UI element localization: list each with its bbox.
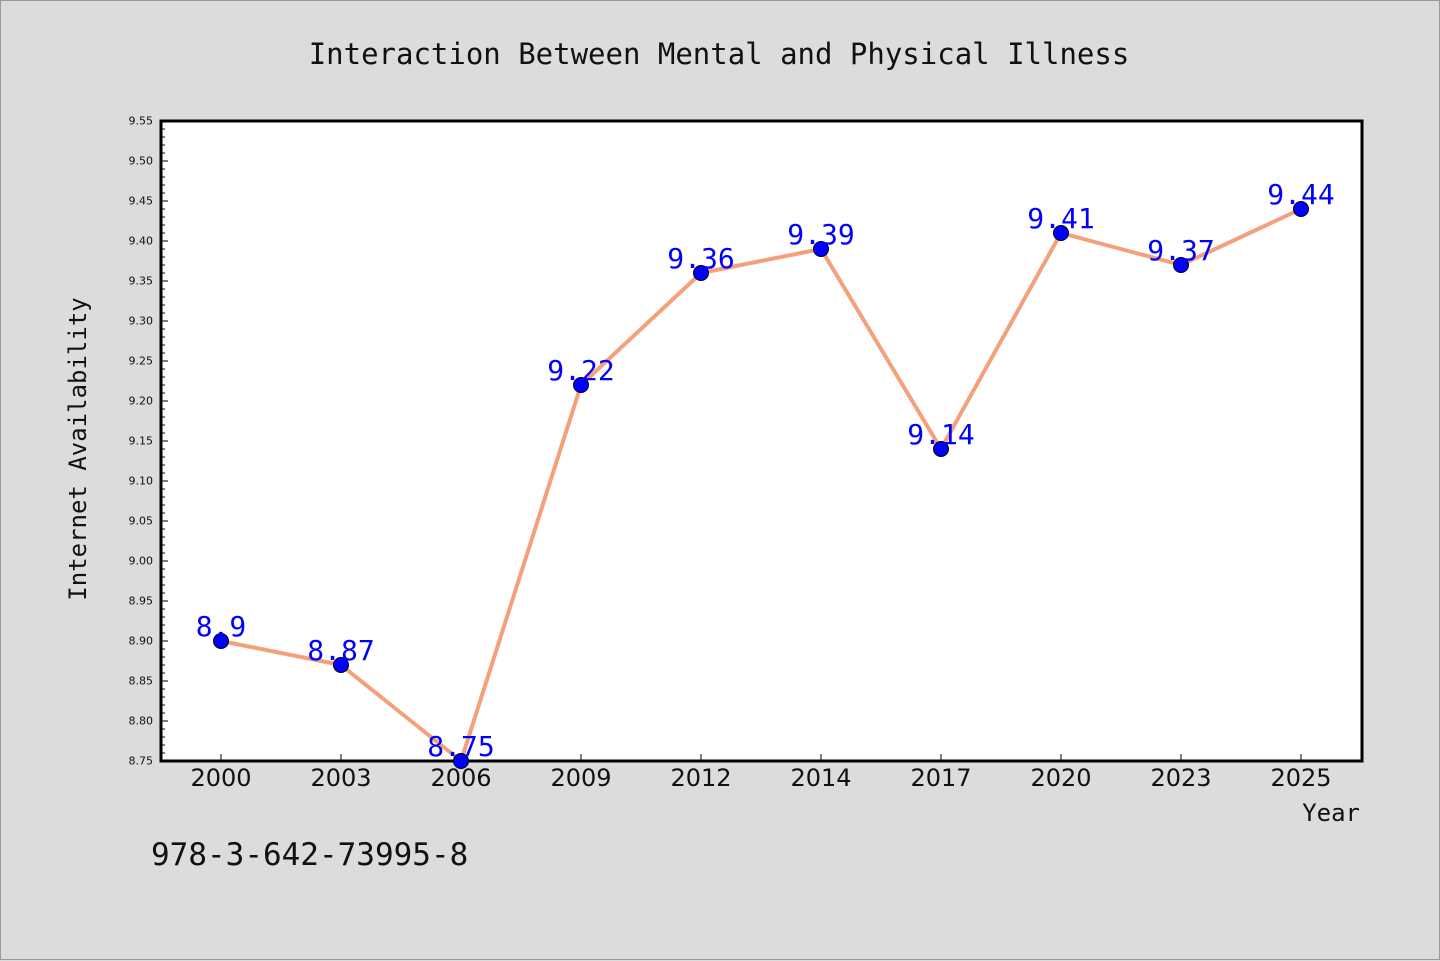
data-label: 9.44 <box>1267 178 1334 211</box>
x-tick-label: 2025 <box>1270 764 1331 792</box>
data-point <box>333 657 349 673</box>
series-line-layer <box>220 207 1302 763</box>
data-label: 9.37 <box>1147 234 1214 267</box>
x-tick-label: 2017 <box>910 764 971 792</box>
y-tick-label: 8.75 <box>129 755 154 768</box>
data-label: 8.87 <box>307 634 374 667</box>
data-label: 9.22 <box>547 354 614 387</box>
x-tick-label: 2014 <box>790 764 851 792</box>
data-label: 8.9 <box>196 610 247 643</box>
data-labels: 8.9 8.87 8.75 9.22 9.36 9.39 9.14 9.41 9.37 9.44 <box>196 178 1335 763</box>
y-tick-label: 8.95 <box>129 595 154 608</box>
data-point <box>453 753 469 769</box>
isbn-text: 978-3-642-73995-8 <box>151 837 468 873</box>
y-tick-label: 9.00 <box>129 555 154 568</box>
x-axis: 2000 2003 2006 2009 2012 2014 2017 2020 2023 2025 <box>190 754 1332 792</box>
y-tick-label: 9.35 <box>129 275 154 288</box>
y-tick-label: 9.20 <box>129 395 154 408</box>
data-point <box>1173 257 1189 273</box>
y-tick-label: 9.10 <box>129 475 154 488</box>
data-point <box>933 441 949 457</box>
series-line <box>220 207 1302 763</box>
x-tick-label: 2020 <box>1030 764 1091 792</box>
chart-title: Interaction Between Mental and Physical … <box>309 37 1130 71</box>
y-tick-label: 8.85 <box>129 675 154 688</box>
y-axis-label: Internet Availability <box>64 297 92 600</box>
y-tick-label: 9.55 <box>129 115 154 128</box>
x-tick-label: 2003 <box>310 764 371 792</box>
x-axis-label: Year <box>1302 799 1360 827</box>
y-tick-label: 9.45 <box>129 195 154 208</box>
y-tick-label: 8.80 <box>129 715 154 728</box>
y-tick-label: 9.40 <box>129 235 154 248</box>
data-point <box>213 633 229 649</box>
data-label: 9.14 <box>907 418 974 451</box>
data-label: 9.41 <box>1027 202 1094 235</box>
data-label: 8.75 <box>427 730 494 763</box>
y-tick-label: 9.50 <box>129 155 154 168</box>
data-point <box>1293 201 1309 217</box>
y-tick-label: 8.90 <box>129 635 154 648</box>
data-point <box>813 241 829 257</box>
y-axis: 8.75 8.80 8.85 8.90 8.95 9.00 9.05 9.10 9.15 9.20… <box>129 115 168 768</box>
x-tick-label: 2009 <box>550 764 611 792</box>
x-tick-label: 2023 <box>1150 764 1211 792</box>
y-tick-label: 9.30 <box>129 315 154 328</box>
y-tick-label: 9.15 <box>129 435 154 448</box>
data-label: 9.36 <box>667 242 734 275</box>
y-tick-label: 9.05 <box>129 515 154 528</box>
data-points <box>213 201 1309 769</box>
x-tick-label: 2000 <box>190 764 251 792</box>
plot-area <box>159 119 1364 763</box>
data-label: 9.39 <box>787 218 854 251</box>
data-point <box>693 265 709 281</box>
data-point <box>1053 225 1069 241</box>
x-tick-label: 2012 <box>670 764 731 792</box>
y-tick-label: 9.25 <box>129 355 154 368</box>
data-point <box>573 377 589 393</box>
